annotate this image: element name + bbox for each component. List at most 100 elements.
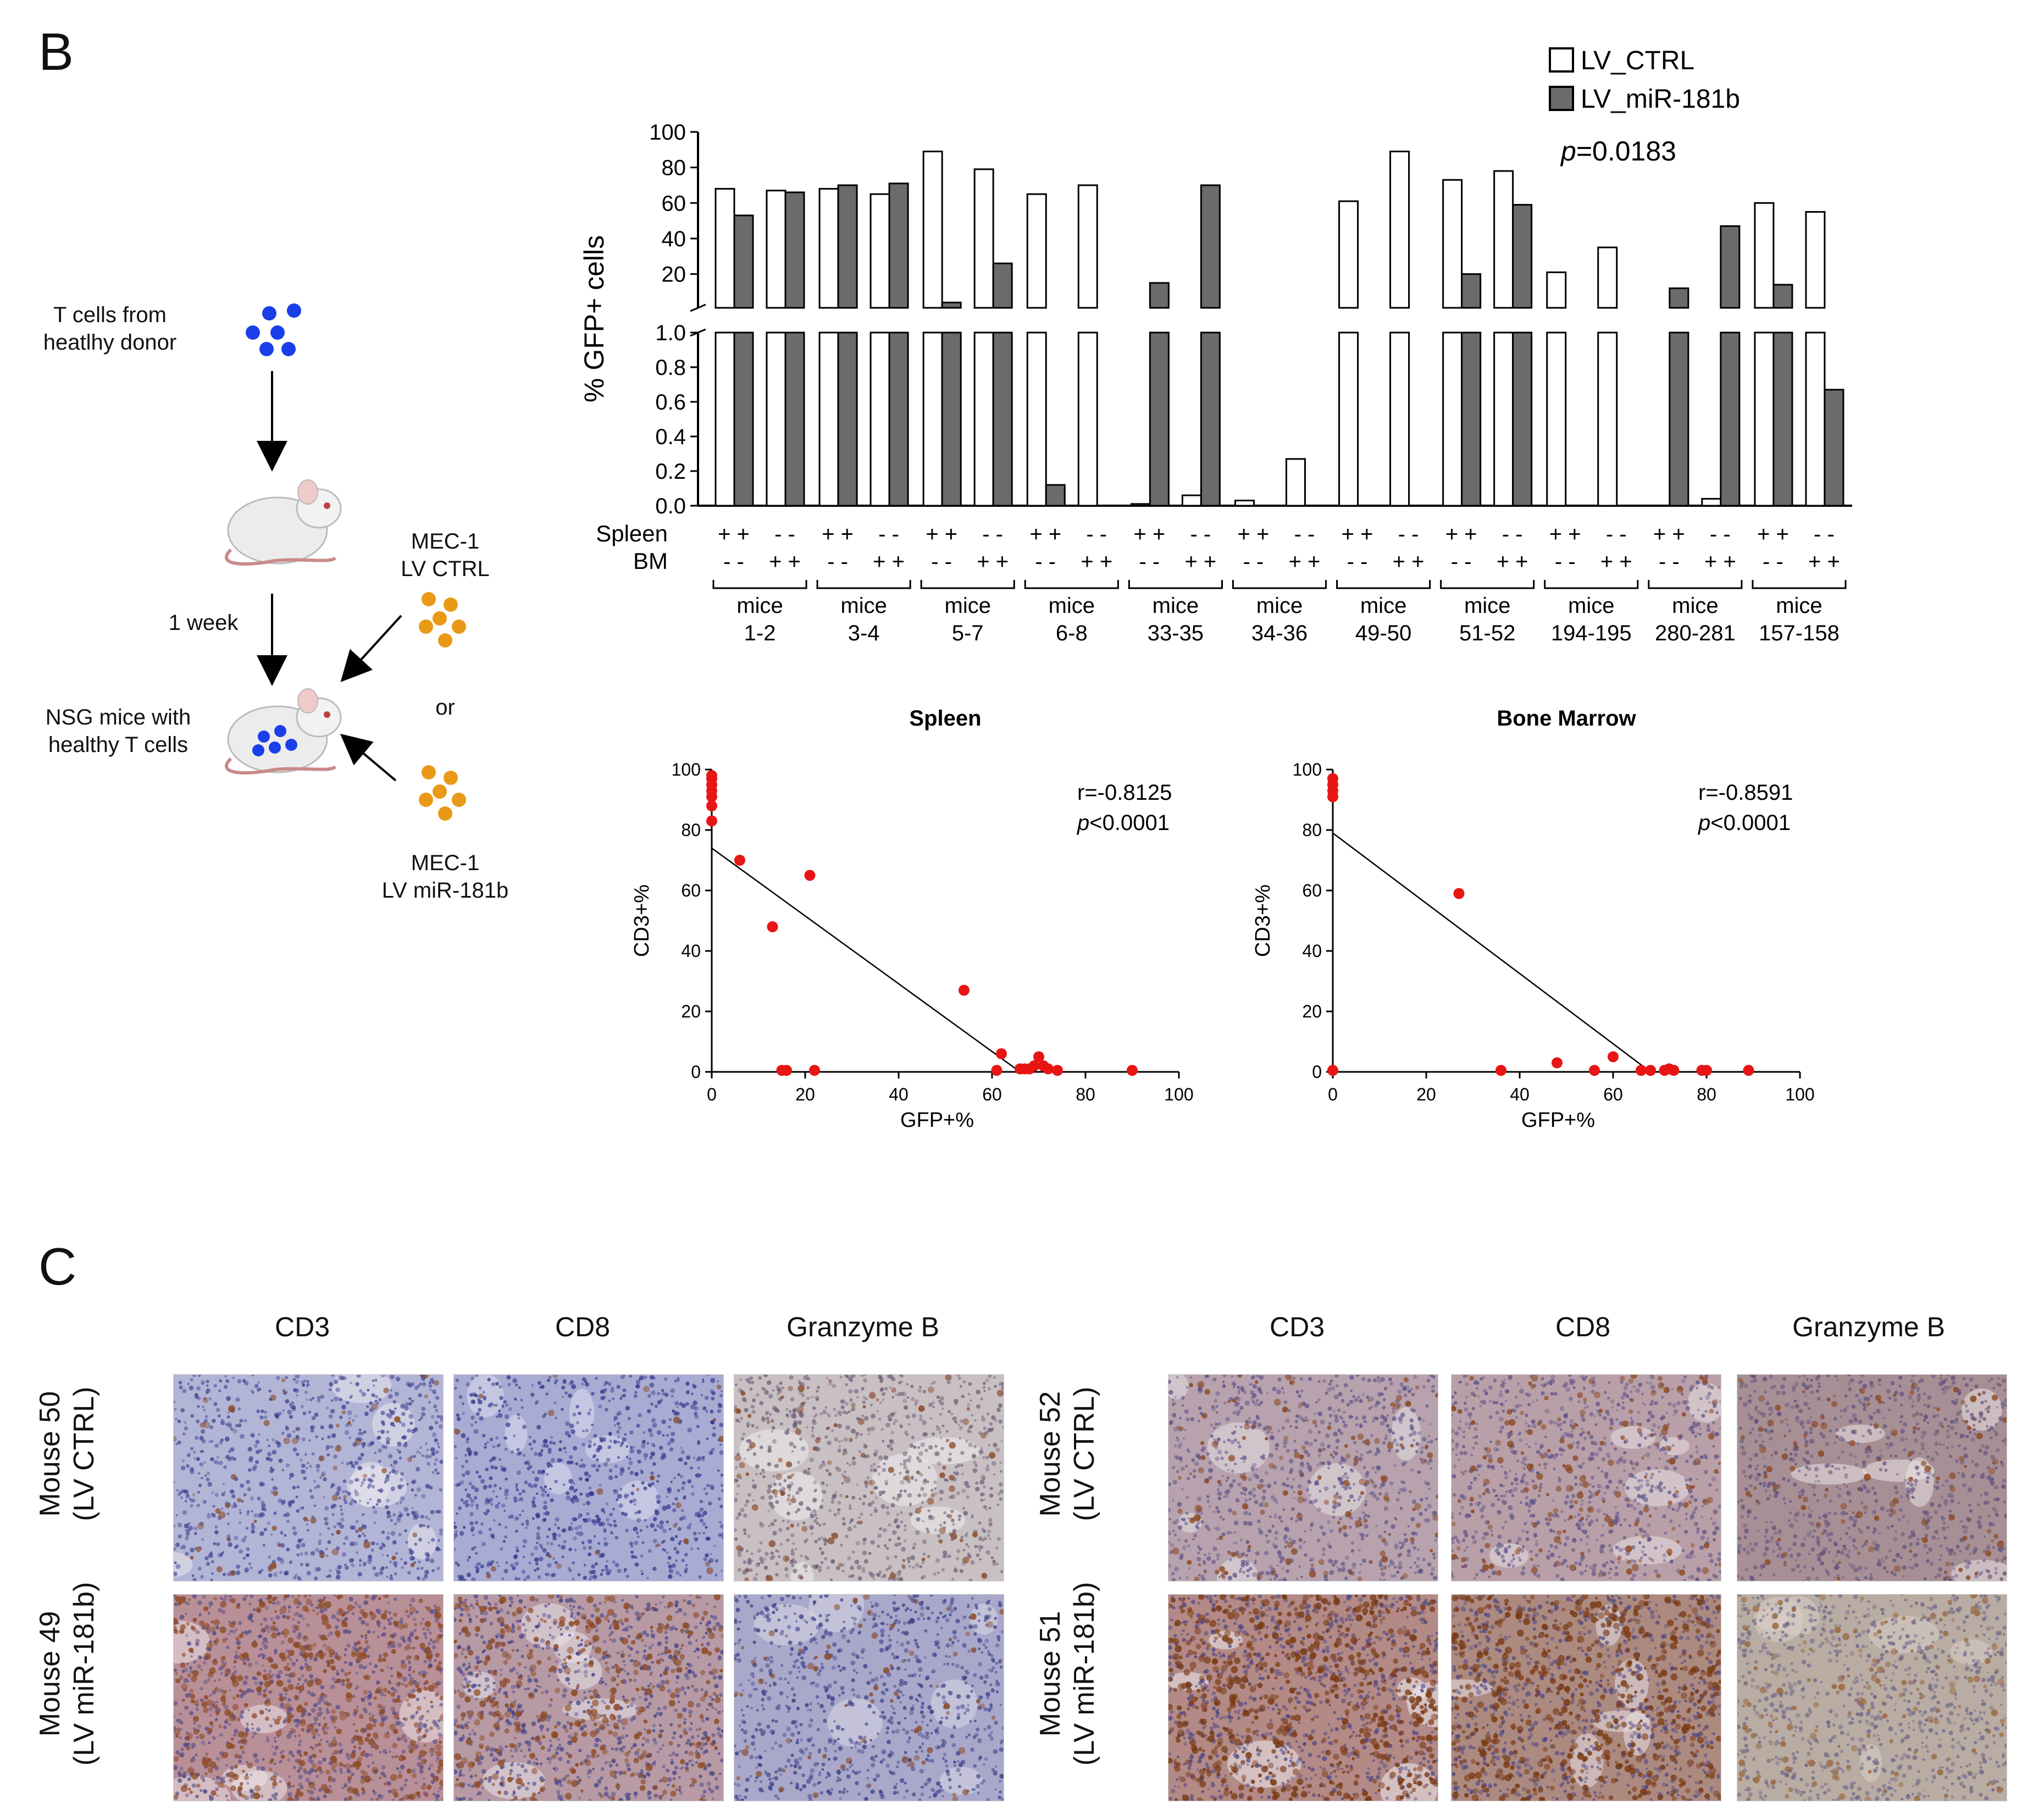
bar xyxy=(1461,331,1482,507)
group-word: mice xyxy=(1776,594,1822,618)
micrograph-texture xyxy=(174,1375,443,1581)
mec-ctrl-label: MEC-1 LV CTRL xyxy=(401,529,490,581)
y-tick-label: 60 xyxy=(681,881,701,900)
one-week-label: 1 week xyxy=(168,611,239,635)
group-label: 194-195 xyxy=(1551,621,1632,645)
spleen-sign: - - xyxy=(1398,522,1419,546)
spleen-sign: - - xyxy=(1190,522,1211,546)
group-label: 51-52 xyxy=(1459,621,1515,645)
x-tick-label: 0 xyxy=(707,1085,717,1104)
col-header-granzyme-right: Granzyme B xyxy=(1792,1312,1945,1342)
bm-sign: - - xyxy=(1243,550,1264,574)
bm-sign: + + xyxy=(1184,550,1216,574)
data-point xyxy=(1668,1065,1680,1076)
bar xyxy=(837,331,858,507)
bar xyxy=(1026,193,1047,309)
x-tick-label: 20 xyxy=(1416,1085,1436,1104)
mec-ctrl-cluster-icon xyxy=(419,592,466,648)
bm-sign: - - xyxy=(1659,550,1680,574)
group-word: mice xyxy=(840,594,887,618)
bm-sign: + + xyxy=(873,550,905,574)
bm-sign: + + xyxy=(1393,550,1425,574)
data-point xyxy=(1701,1065,1712,1076)
bar xyxy=(1772,284,1793,309)
group-word: mice xyxy=(1153,594,1199,618)
group-bracket xyxy=(1440,580,1535,589)
bm-sign: + + xyxy=(1497,550,1528,574)
bm-sign: + + xyxy=(1808,550,1840,574)
y-tick-label: 0 xyxy=(691,1062,701,1082)
group-bracket xyxy=(712,580,807,589)
y-tick-label: 100 xyxy=(649,120,686,145)
group-bracket xyxy=(1232,580,1327,589)
y-tick-label: 0.8 xyxy=(655,356,686,380)
bm-sign: + + xyxy=(769,550,801,574)
spleen-sign: - - xyxy=(878,522,899,546)
mouse-icon xyxy=(225,688,342,775)
group-bracket xyxy=(1752,580,1847,589)
row-label-bm: BM xyxy=(633,548,668,574)
group-word: mice xyxy=(1360,594,1406,618)
bar xyxy=(1720,225,1741,309)
bm-sign: + + xyxy=(1081,550,1112,574)
spleen-sign: - - xyxy=(1294,522,1315,546)
bm-sign: - - xyxy=(1763,550,1783,574)
y-tick-label: 80 xyxy=(1302,820,1322,840)
group-bracket xyxy=(1128,580,1223,589)
bar xyxy=(1597,246,1618,309)
regression-line xyxy=(1332,832,1651,1072)
bar xyxy=(888,182,909,309)
y-tick-label: 40 xyxy=(1302,941,1322,961)
bar xyxy=(837,184,858,309)
bar xyxy=(1442,331,1463,507)
spleen-sign: + + xyxy=(926,522,957,546)
y-tick-label: 0 xyxy=(1312,1062,1322,1082)
scatter-title: Spleen xyxy=(909,706,981,731)
x-tick-label: 60 xyxy=(982,1085,1002,1104)
data-point xyxy=(809,1065,820,1076)
data-point xyxy=(1743,1065,1754,1076)
row-label-mouse-49: Mouse 49 (LV miR-181b) xyxy=(34,1581,101,1766)
data-point xyxy=(1552,1057,1563,1069)
panel-c-letter: C xyxy=(38,1237,77,1296)
micrograph-tile xyxy=(1737,1594,2007,1801)
col-header-cd3-left: CD3 xyxy=(274,1312,330,1342)
t-cell-cluster-icon xyxy=(246,303,301,356)
legend-swatch-mir xyxy=(1549,86,1574,111)
experiment-schematic xyxy=(0,275,577,934)
data-point xyxy=(767,921,778,932)
data-point xyxy=(1327,791,1338,803)
spleen-sign: + + xyxy=(1757,522,1789,546)
bar xyxy=(941,331,962,507)
group-label: 280-281 xyxy=(1655,621,1736,645)
micrograph-texture xyxy=(734,1595,1004,1801)
bar xyxy=(733,331,754,507)
regression-line xyxy=(711,847,1021,1073)
x-tick-label: 40 xyxy=(889,1085,909,1104)
group-label: 157-158 xyxy=(1759,621,1840,645)
bm-sign: - - xyxy=(1555,550,1576,574)
bar xyxy=(869,193,890,309)
micrograph-texture xyxy=(1168,1375,1438,1581)
bar xyxy=(1546,331,1567,507)
data-point xyxy=(734,855,745,866)
y-tick-label: 100 xyxy=(672,760,701,779)
y-tick-label: 100 xyxy=(1293,760,1322,779)
micrograph-texture xyxy=(1452,1375,1721,1581)
micrograph-tile xyxy=(453,1374,724,1581)
micrograph-tile xyxy=(1168,1594,1438,1801)
micrograph-texture xyxy=(174,1595,443,1801)
group-bracket xyxy=(1336,580,1431,589)
micrograph-tile xyxy=(453,1594,724,1801)
bm-sign: + + xyxy=(1704,550,1736,574)
y-tick-label: 0.6 xyxy=(655,390,686,414)
group-bracket xyxy=(1648,580,1743,589)
y-tick-label: 80 xyxy=(662,156,686,180)
group-bracket xyxy=(920,580,1015,589)
micrograph-texture xyxy=(454,1595,723,1801)
bm-sign: - - xyxy=(1451,550,1472,574)
bar xyxy=(714,187,735,309)
y-tick-label: 80 xyxy=(681,820,701,840)
bar xyxy=(1200,184,1221,309)
x-tick-label: 40 xyxy=(1510,1085,1530,1104)
